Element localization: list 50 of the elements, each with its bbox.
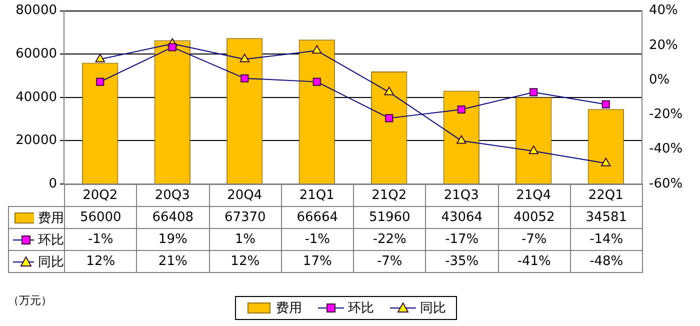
data-label: 34581 [586, 210, 628, 225]
y2-tick-label: 20% [649, 38, 678, 53]
x-tick-label: 21Q4 [516, 188, 552, 204]
text: 同比 [420, 301, 446, 316]
y2-tick-label: -20% [649, 107, 683, 122]
text: 环比 [348, 301, 374, 316]
x-tick-label: 20Q4 [227, 188, 262, 204]
y2-tick-label: 40% [649, 3, 678, 18]
data-label: 51960 [368, 210, 410, 225]
data-label: 66408 [152, 210, 194, 225]
x-tick-label: 20Q2 [82, 188, 118, 204]
data-label: -7% [376, 254, 402, 269]
y-tick-label: 20000 [16, 133, 57, 148]
data-label: -48% [590, 254, 624, 269]
data-label: 56000 [80, 210, 122, 225]
data-label: 21% [158, 254, 188, 269]
data-label: -1% [88, 232, 114, 247]
legend-label: 费用 [38, 210, 64, 226]
data-label: 40052 [513, 210, 555, 225]
x-tick-label: 21Q1 [299, 188, 334, 204]
legend-label: 同比 [38, 254, 64, 270]
data-label: 19% [158, 232, 188, 247]
legend-label: 环比 [38, 232, 64, 248]
data-label: 12% [230, 254, 260, 269]
y2-tick-label: -60% [649, 176, 683, 192]
data-label: -14% [590, 232, 624, 247]
y-tick-label: 40000 [16, 90, 57, 105]
text: 费用 [276, 301, 302, 316]
data-label: -22% [372, 232, 406, 247]
x-tick-label: 21Q3 [444, 188, 479, 204]
x-tick-label: 22Q1 [588, 188, 624, 204]
y-tick-label: 80000 [16, 3, 57, 18]
data-label: 1% [234, 232, 256, 247]
y2-tick-label: -40% [649, 142, 683, 157]
data-label: -41% [517, 254, 551, 269]
y-tick-label: 60000 [16, 46, 57, 62]
data-label: 67370 [224, 210, 266, 225]
data-label: 43064 [441, 210, 483, 225]
data-label: -7% [521, 232, 547, 247]
data-label: -17% [445, 232, 479, 247]
data-label: -1% [304, 232, 330, 247]
x-tick-label: 20Q3 [154, 188, 190, 204]
text: （万元） [8, 293, 52, 308]
data-label: 12% [86, 254, 116, 269]
x-tick-label: 21Q2 [372, 188, 407, 204]
data-label: 66664 [296, 210, 338, 225]
data-label: 17% [302, 254, 332, 269]
y2-tick-label: 0% [649, 72, 670, 88]
data-label: -35% [445, 254, 479, 269]
y-tick-label: 0 [48, 176, 57, 192]
